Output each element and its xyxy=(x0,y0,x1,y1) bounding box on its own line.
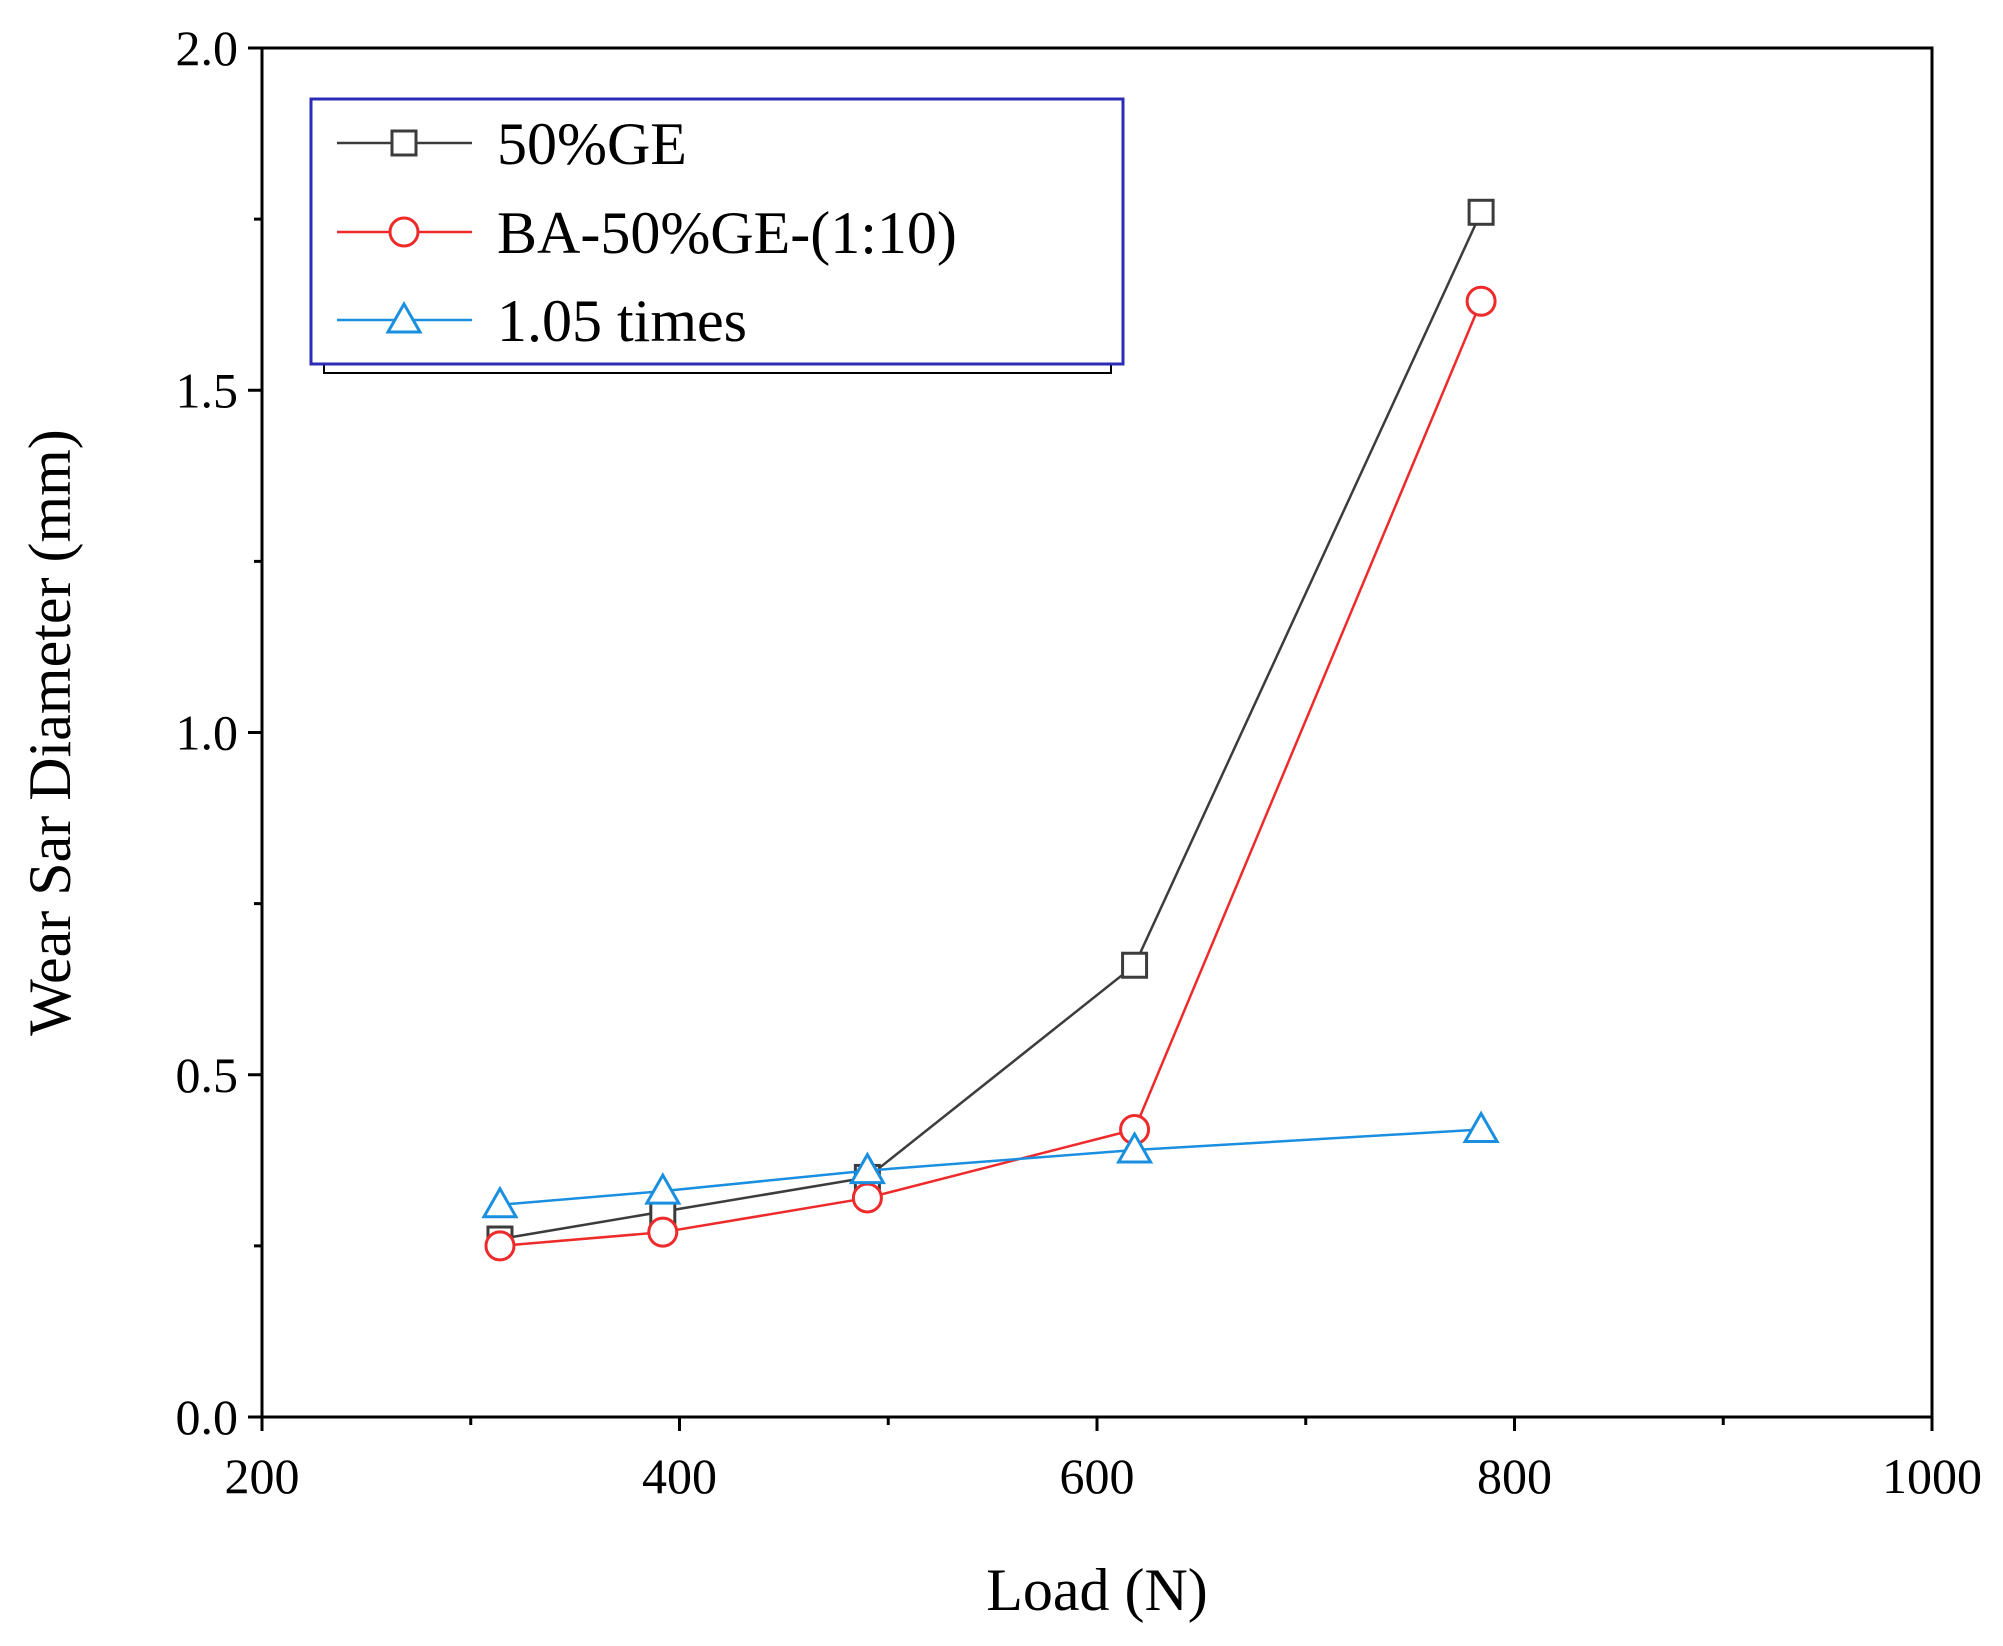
series-layer xyxy=(481,198,1500,1262)
legend: 50%GE BA-50%GE-(1:10) 1.05 times xyxy=(309,97,1125,374)
data-point-triangle xyxy=(848,1151,886,1185)
legend-marker-circle xyxy=(388,216,420,248)
series-line xyxy=(499,300,1483,1248)
legend-label: 1.05 times xyxy=(497,288,747,354)
data-point-circle xyxy=(484,1230,516,1262)
legend-label: BA-50%GE-(1:10) xyxy=(497,200,957,266)
legend-label: 50%GE xyxy=(497,111,687,177)
plot-area: 200 400 600 800 1000 0.0 0.5 1.0 1.5 2.0 xyxy=(176,20,1983,1504)
data-point-square xyxy=(1467,198,1495,226)
series-triangle xyxy=(481,1110,1500,1219)
data-point-circle xyxy=(647,1216,679,1248)
data-point-square xyxy=(1121,951,1149,979)
y-tick-label: 2.0 xyxy=(176,20,239,76)
x-tick-label: 400 xyxy=(642,1448,717,1504)
legend-entry: BA-50%GE-(1:10) xyxy=(337,200,957,266)
legend-entries: 50%GE BA-50%GE-(1:10) 1.05 times xyxy=(337,111,957,354)
y-axis-title: Wear Sar Diameter (mm) xyxy=(17,429,83,1036)
legend-marker-square xyxy=(390,129,418,157)
data-point-triangle xyxy=(1462,1110,1500,1144)
data-point-triangle xyxy=(644,1172,682,1205)
series-circle xyxy=(484,285,1497,1262)
y-axis: 0.0 0.5 1.0 1.5 2.0 xyxy=(176,20,262,1445)
y-tick-label: 1.5 xyxy=(176,362,239,418)
y-tick-label: 1.0 xyxy=(176,705,239,761)
x-tick-label: 1000 xyxy=(1882,1448,1982,1504)
x-tick-label: 200 xyxy=(225,1448,300,1504)
data-point-triangle xyxy=(481,1185,519,1219)
x-tick-label: 600 xyxy=(1060,1448,1135,1504)
x-axis: 200 400 600 800 1000 xyxy=(225,1417,1982,1504)
series-line xyxy=(499,211,1483,1241)
y-tick-label: 0.0 xyxy=(176,1389,239,1445)
legend-entry: 50%GE xyxy=(337,111,687,177)
legend-marker-triangle xyxy=(385,300,423,334)
legend-entry: 1.05 times xyxy=(337,288,747,354)
data-point-triangle xyxy=(1115,1131,1154,1164)
x-tick-label: 800 xyxy=(1477,1448,1552,1504)
data-point-circle xyxy=(851,1182,883,1214)
y-tick-label: 0.5 xyxy=(176,1047,239,1103)
x-axis-title: Load (N) xyxy=(986,1557,1208,1623)
data-point-circle xyxy=(1465,285,1497,317)
